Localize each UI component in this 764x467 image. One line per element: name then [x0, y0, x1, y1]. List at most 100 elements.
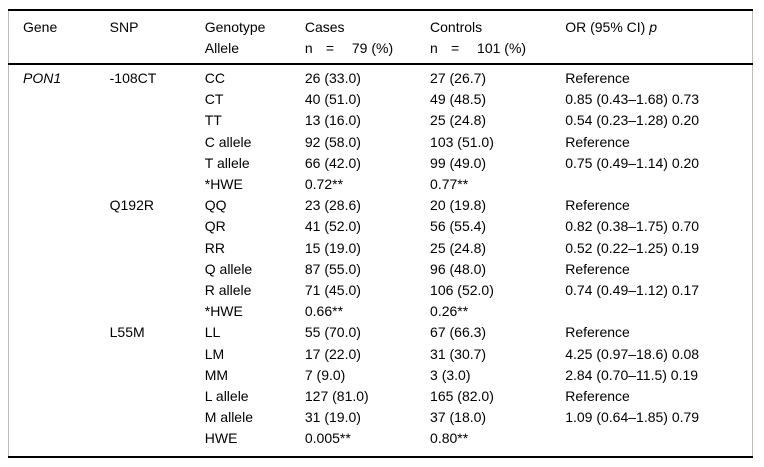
header-genotype-label: Genotype [204, 19, 266, 35]
cell-or: 0.75 (0.49–1.14) 0.20 [565, 154, 700, 171]
cell-controls: 25 (24.8) [430, 239, 487, 256]
cell-snp [110, 386, 205, 407]
cell-or: 0.52 (0.22–1.25) 0.19 [565, 239, 700, 256]
table-row: R allele 71 (45.0) 106 (52.0) 0.74 (0.49–1.… [9, 280, 753, 301]
cell-or: Reference [565, 324, 630, 341]
cell-controls: 37 (18.0) [430, 409, 487, 426]
cell-genotype: TT [204, 112, 222, 129]
table-row: M allele 31 (19.0) 37 (18.0) 1.09 (0.64–1.8… [9, 407, 753, 428]
cell-gene [9, 428, 110, 456]
cases-count: 79 (%) [351, 40, 394, 56]
cell-cases: 7 (9.0) [304, 366, 346, 383]
cell-genotype: CT [204, 91, 224, 108]
cell-or: Reference [565, 388, 630, 405]
cell-snp [110, 259, 205, 280]
cell-cases: 0.72** [304, 176, 344, 193]
cell-or: Reference [565, 133, 630, 150]
cell-controls: 99 (49.0) [430, 154, 487, 171]
cell-snp [110, 110, 205, 131]
cell-snp [110, 153, 205, 174]
cell-snp [110, 89, 205, 110]
cell-or: 0.54 (0.23–1.28) 0.20 [565, 112, 700, 129]
cell-or: Reference [565, 70, 630, 86]
cell-or: 0.74 (0.49–1.12) 0.17 [565, 282, 700, 299]
cell-genotype: R allele [204, 282, 252, 299]
cell-or: Reference [565, 197, 630, 214]
col-header-snp: SNP [109, 10, 205, 65]
table-row: MM 7 (9.0) 3 (3.0) 2.84 (0.70–11.5) 0.19 [9, 365, 753, 386]
cell-genotype: MM [204, 366, 229, 383]
table-row: RR 15 (19.0) 25 (24.8) 0.52 (0.22–1.25) 0.1… [9, 238, 753, 259]
cell-snp [110, 344, 205, 365]
cell-genotype: LL [204, 324, 221, 341]
p-value-label: p [649, 19, 658, 35]
cell-cases: 127 (81.0) [304, 388, 369, 405]
cell-snp [110, 216, 205, 237]
cell-cases: 71 (45.0) [304, 282, 361, 299]
cell-cases: 66 (42.0) [304, 154, 361, 171]
table-row: *HWE 0.72** 0.77** [9, 174, 753, 195]
cases-equals-sign: = [325, 40, 335, 56]
cell-cases: 40 (51.0) [304, 91, 361, 108]
controls-n-symbol: n [430, 40, 438, 56]
cell-snp [110, 132, 205, 153]
cell-snp [110, 174, 205, 195]
table-row: *HWE 0.66** 0.26** [9, 301, 753, 322]
cell-gene [9, 195, 110, 216]
header-or-label: OR (95% CI) p [565, 17, 752, 38]
cell-controls: 0.26** [430, 303, 469, 320]
table-row: L allele 127 (81.0) 165 (82.0) Reference [9, 386, 753, 407]
cell-controls: 67 (66.3) [430, 324, 487, 341]
or-ci-label: OR (95% CI) [565, 19, 646, 35]
cell-gene [9, 132, 110, 153]
header-controls-n-row: n = 101 (%) [430, 38, 565, 59]
table-row: HWE 0.005** 0.80** [9, 428, 753, 456]
cell-snp [110, 407, 205, 428]
cell-gene [9, 174, 110, 195]
cell-or [565, 301, 752, 322]
col-header-genotype: Genotype Allele [204, 10, 305, 65]
cell-snp: Q192R [109, 197, 154, 214]
cell-cases: 13 (16.0) [304, 112, 361, 129]
cell-cases: 17 (22.0) [304, 345, 361, 362]
cell-snp [110, 238, 205, 259]
table-row: LM 17 (22.0) 31 (30.7) 4.25 (0.97–18.6) 0.0… [9, 344, 753, 365]
col-header-controls: Controls n = 101 (%) [430, 10, 566, 65]
cell-gene [9, 407, 110, 428]
cases-n-symbol: n [304, 40, 313, 56]
cell-snp [110, 301, 205, 322]
cell-or [565, 428, 752, 456]
cell-cases: 55 (70.0) [304, 324, 361, 341]
cell-controls: 25 (24.8) [430, 112, 487, 129]
table-body: PON1 -108CT CC 26 (33.0) 27 (26.7) Reference C… [9, 64, 753, 457]
cell-controls: 20 (19.8) [430, 197, 487, 214]
header-cases-n-row: n = 79 (%) [305, 38, 430, 59]
cell-controls: 96 (48.0) [430, 260, 487, 277]
cell-genotype: *HWE [204, 303, 243, 320]
cell-genotype: LM [204, 345, 225, 362]
cell-gene [9, 344, 110, 365]
cell-controls: 3 (3.0) [430, 366, 471, 383]
cell-cases: 87 (55.0) [304, 260, 361, 277]
table-row: T allele 66 (42.0) 99 (49.0) 0.75 (0.49–1.1… [9, 153, 753, 174]
cell-snp [110, 280, 205, 301]
cell-controls: 31 (30.7) [430, 345, 487, 362]
cell-gene [9, 386, 110, 407]
cell-controls: 103 (51.0) [430, 133, 494, 150]
cell-gene [9, 259, 110, 280]
cell-snp [110, 365, 205, 386]
cell-or: 0.85 (0.43–1.68) 0.73 [565, 91, 700, 108]
cell-genotype: M allele [204, 409, 253, 426]
cell-controls: 27 (26.7) [430, 70, 487, 86]
controls-count: 101 (%) [477, 40, 527, 56]
cell-controls: 106 (52.0) [430, 282, 494, 299]
cell-genotype: CC [204, 70, 225, 86]
cell-controls: 0.80** [430, 430, 469, 447]
cell-cases: 41 (52.0) [304, 218, 361, 235]
cell-cases: 92 (58.0) [304, 133, 361, 150]
cell-gene [9, 153, 110, 174]
cell-gene: PON1 [23, 70, 62, 86]
header-gene-label: Gene [23, 19, 58, 35]
cell-or [565, 174, 752, 195]
